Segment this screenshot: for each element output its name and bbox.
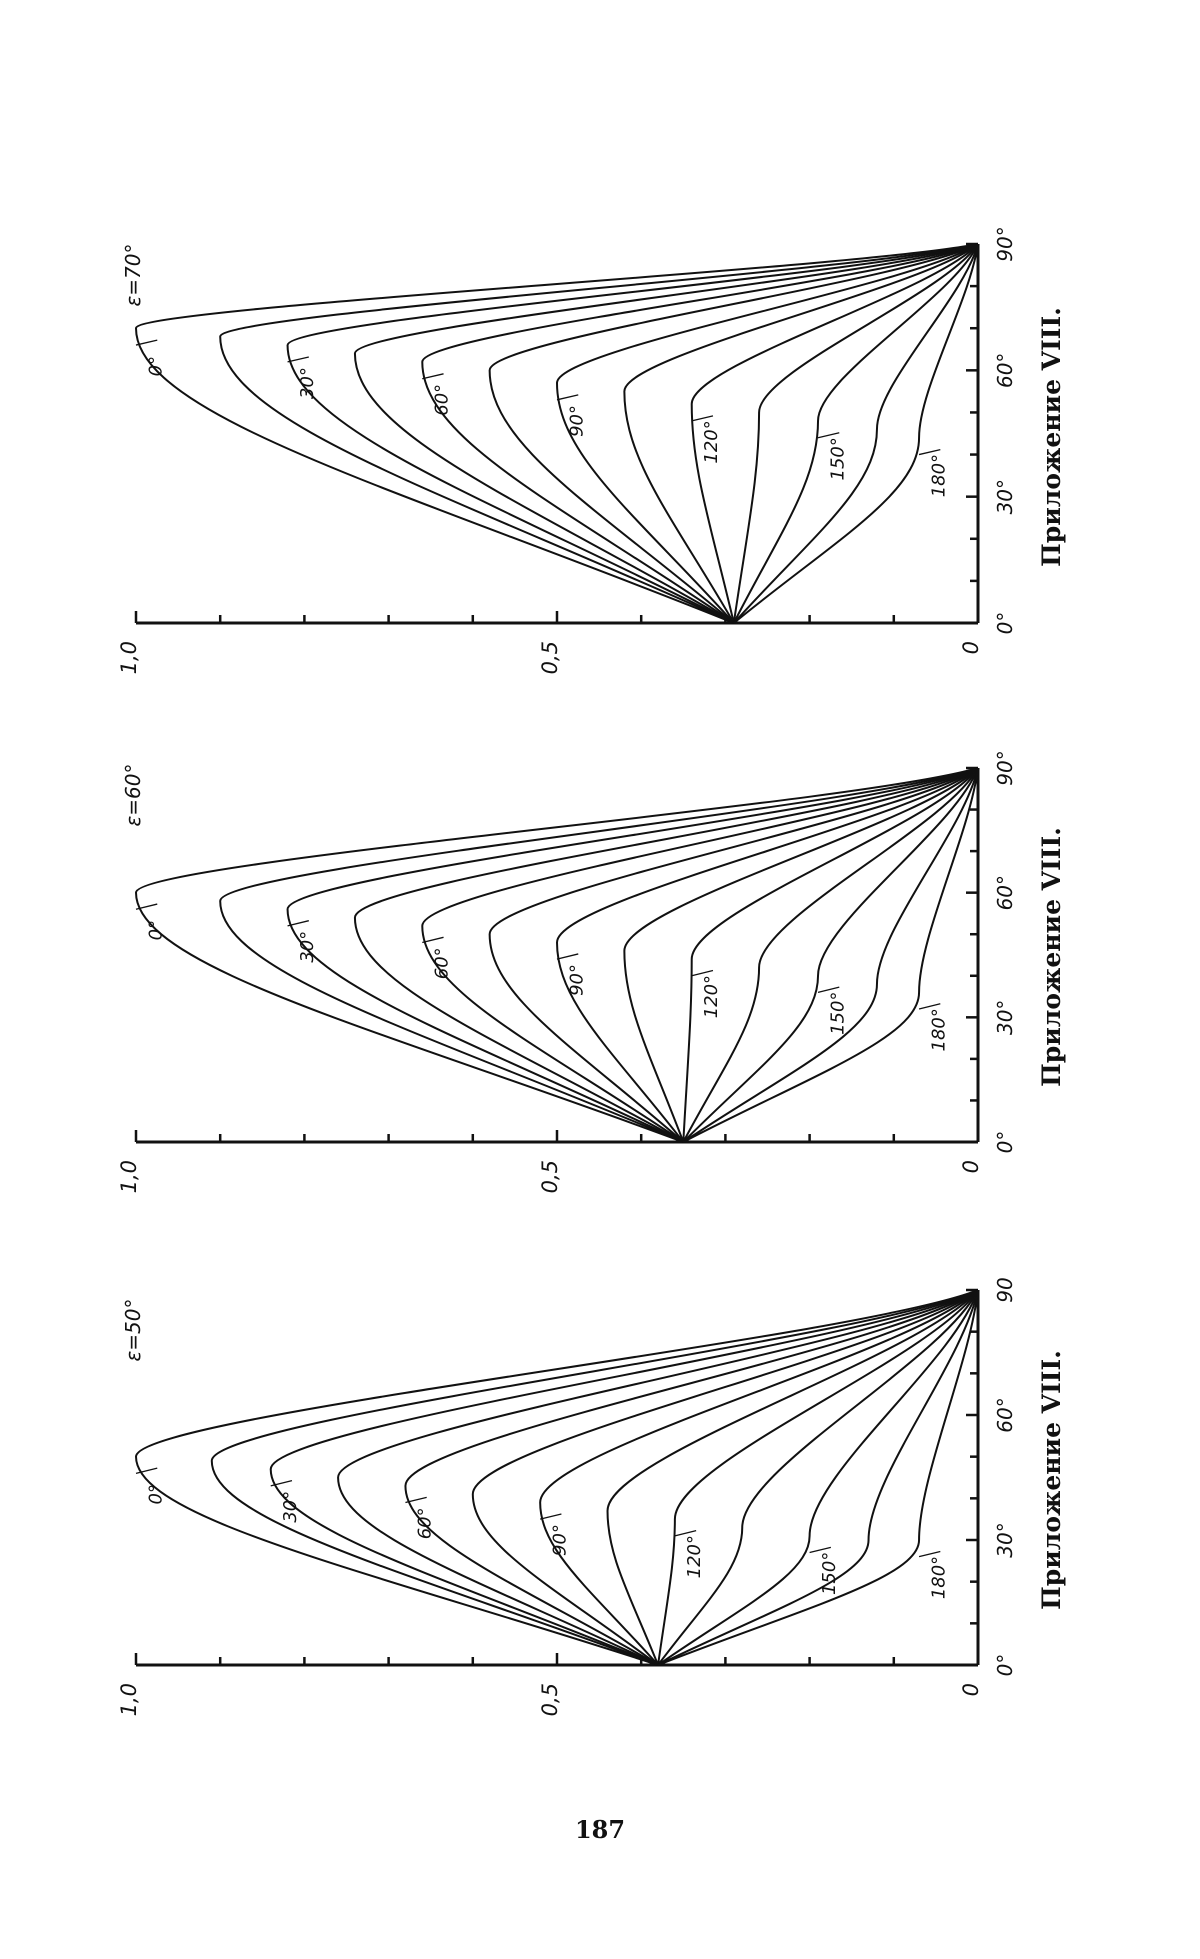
x-tick-label: 0° (993, 612, 1017, 635)
chart-title: ε=60° (121, 763, 145, 826)
curve-label: 150° (827, 992, 848, 1035)
curve-165deg (683, 768, 978, 1142)
x-tick-label: 0° (993, 1654, 1017, 1677)
x-tick-label: 60° (993, 353, 1017, 388)
chart-title: ε=50° (121, 1298, 145, 1361)
curve-135deg (683, 768, 978, 1142)
y-tick-label: 1,0 (117, 1683, 141, 1716)
curve-165deg (734, 244, 978, 623)
x-tick-label: 30° (993, 1000, 1017, 1035)
curve-45deg (338, 1290, 978, 1665)
label-leader (919, 450, 940, 455)
curve-label: 120° (701, 975, 722, 1018)
x-tick-label: 60° (993, 875, 1017, 910)
x-tick-label: 60° (993, 1397, 1017, 1432)
chart-caption: Приложение VIII. (1037, 307, 1066, 567)
curve-105deg (608, 1290, 978, 1665)
chart-panel-eps-50: 0 0,5 1,0 0° 30° 60° 90 0° 30° 60° 90° 120° 150° 180°… (117, 1277, 1066, 1716)
y-tick-label: 0 (959, 1683, 983, 1696)
curve-label: 150° (819, 1552, 840, 1595)
curve-label: 180° (928, 1556, 949, 1599)
curve-180deg (734, 244, 978, 623)
chart-caption: Приложение VIII. (1037, 1350, 1066, 1610)
chart-caption: Приложение VIII. (1037, 827, 1066, 1087)
y-tick-label: 0 (959, 1160, 983, 1173)
y-tick-label: 0,5 (538, 641, 562, 674)
curve-180deg (683, 768, 978, 1142)
curve-label: 60° (432, 947, 453, 979)
curve-15deg (220, 244, 978, 623)
x-tick-label: 0° (993, 1131, 1017, 1154)
curve-label: 120° (684, 1535, 705, 1578)
y-tick-label: 0 (959, 641, 983, 654)
curve-label: 90° (566, 405, 587, 437)
curve-label: 90° (549, 1524, 570, 1556)
curve-15deg (220, 768, 978, 1142)
curve-label: 30° (280, 1491, 301, 1523)
curve-label: 60° (432, 384, 453, 416)
x-tick-label: 90° (993, 750, 1017, 785)
label-leader (422, 374, 443, 379)
label-leader (692, 416, 713, 421)
curve-label: 0° (145, 1484, 166, 1504)
curve-label: 90° (566, 964, 587, 996)
charts-group: 0 0,5 1,0 0° 30° 60° 90 0° 30° 60° 90° 120° 150° 180°… (117, 226, 1066, 1716)
curve-label: 60° (415, 1507, 436, 1539)
label-leader (557, 395, 578, 400)
x-tick-label: 30° (993, 1522, 1017, 1557)
x-tick-label: 30° (993, 479, 1017, 514)
curve-120deg (683, 768, 978, 1142)
label-leader (288, 357, 309, 362)
curve-label: 0° (145, 920, 166, 940)
x-tick-label: 90° (993, 226, 1017, 261)
curve-label: 120° (701, 420, 722, 463)
page-number: 187 (575, 1815, 625, 1844)
curve-75deg (473, 1290, 978, 1665)
curve-label: 180° (928, 454, 949, 497)
chart-panel-eps-60: 0 0,5 1,0 0° 30° 60° 90° 0° 30° 60° 90° 120° 150° 180… (117, 750, 1066, 1193)
label-leader (422, 937, 443, 942)
curve-label: 30° (297, 367, 318, 399)
x-tick-label: 90 (993, 1277, 1017, 1302)
chart-panel-eps-70: 0 0,5 1,0 0° 30° 60° 90° 0° 30° 60° 90° 120° 150° 180… (117, 226, 1066, 674)
y-tick-label: 1,0 (117, 641, 141, 674)
curve-45deg (355, 244, 978, 623)
curve-150deg (683, 768, 978, 1142)
label-leader (557, 954, 578, 959)
curve-label: 180° (928, 1008, 949, 1051)
chart-title: ε=70° (121, 243, 145, 306)
curve-label: 0° (145, 356, 166, 376)
y-tick-label: 0,5 (538, 1160, 562, 1193)
curve-90deg (557, 768, 978, 1142)
y-tick-label: 1,0 (117, 1160, 141, 1193)
label-leader (818, 433, 839, 438)
curve-135deg (734, 244, 978, 623)
label-leader (540, 1514, 561, 1519)
curve-label: 30° (297, 931, 318, 963)
y-tick-label: 0,5 (538, 1683, 562, 1716)
curve-label: 150° (827, 437, 848, 480)
curve-15deg (212, 1290, 978, 1665)
curve-150deg (734, 244, 978, 623)
